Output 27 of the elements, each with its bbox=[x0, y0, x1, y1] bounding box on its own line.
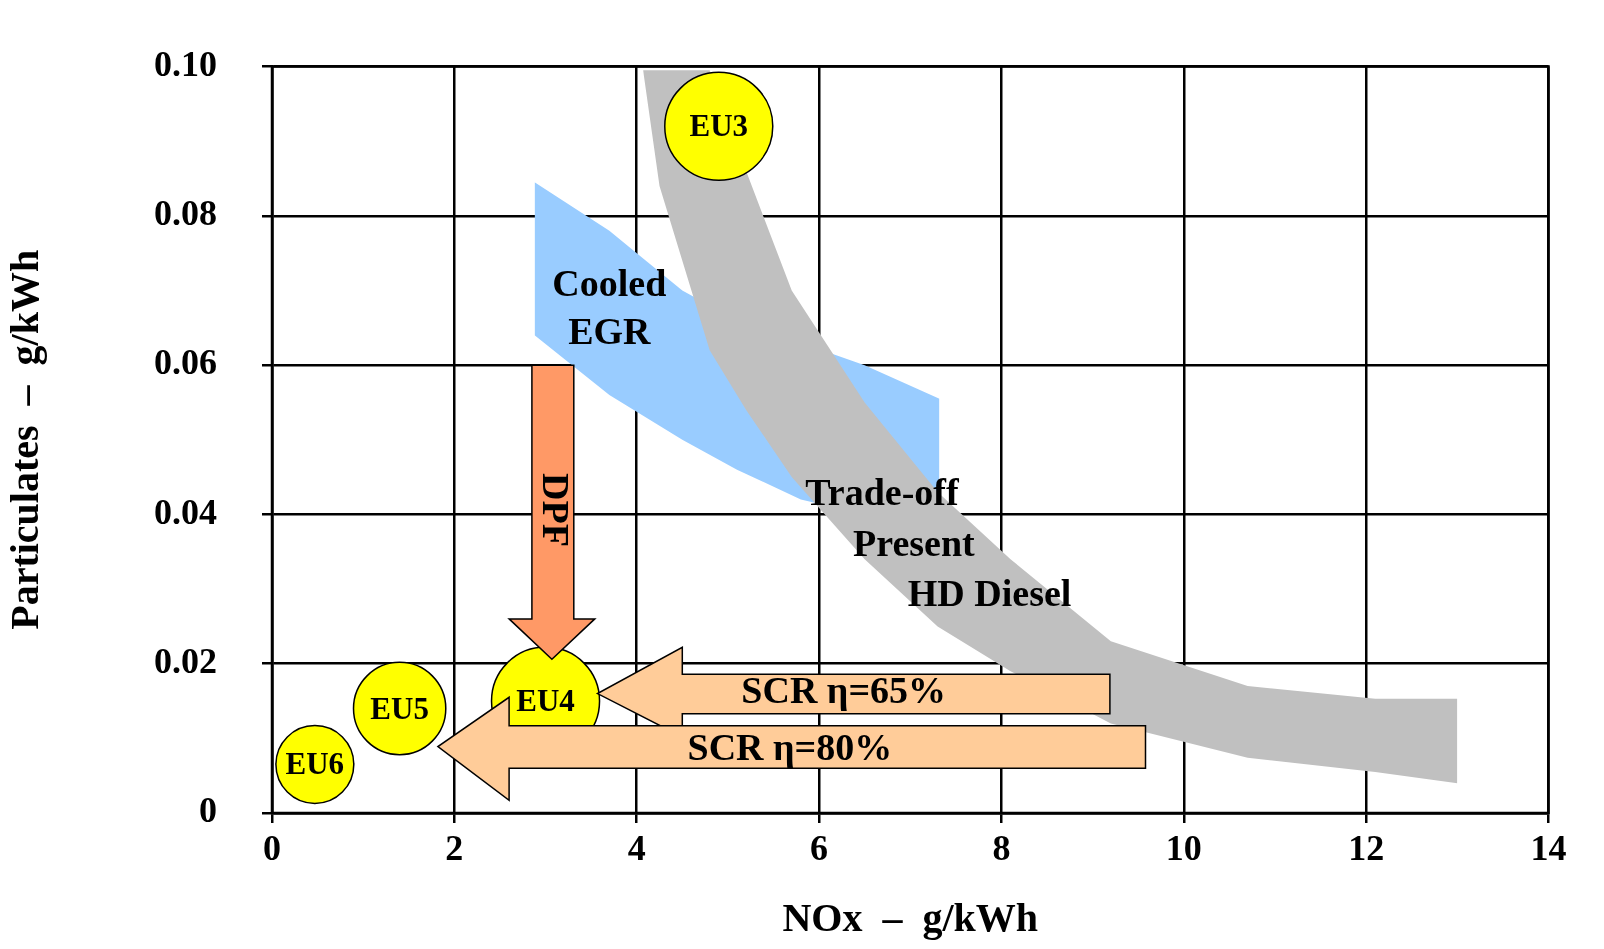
annotation: EU6 bbox=[285, 745, 345, 784]
annotation: HD Diesel bbox=[907, 570, 1072, 616]
y-tick-label: 0.04 bbox=[154, 491, 217, 532]
x-tick-label: 2 bbox=[445, 827, 464, 868]
annotation: DPF bbox=[533, 473, 578, 547]
annotation: SCR η=65% bbox=[741, 667, 947, 713]
x-tick-label: 8 bbox=[992, 827, 1011, 868]
annotation: EU5 bbox=[370, 689, 429, 728]
y-tick-label: 0.10 bbox=[154, 43, 217, 84]
x-tick-label: 0 bbox=[263, 827, 281, 868]
x-tick-label: 4 bbox=[627, 827, 646, 868]
y-axis-title: Particulates – g/kWh bbox=[2, 249, 48, 630]
y-tick-label: 0.06 bbox=[154, 342, 217, 383]
annotation: SCR η=80% bbox=[687, 725, 893, 771]
x-tick-label: 10 bbox=[1165, 827, 1202, 868]
y-tick-label: 0.02 bbox=[154, 641, 217, 682]
x-tick-label: 12 bbox=[1348, 827, 1385, 868]
x-axis-title: NOx – g/kWh bbox=[782, 895, 1039, 941]
annotation: Cooled EGR bbox=[552, 260, 667, 353]
x-tick-label: 6 bbox=[810, 827, 829, 868]
y-tick-label: 0.08 bbox=[154, 193, 217, 234]
annotation: Trade-off bbox=[805, 470, 959, 516]
annotation: Present bbox=[853, 520, 975, 566]
y-tick-label: 0 bbox=[199, 790, 217, 831]
annotation: EU4 bbox=[516, 681, 575, 720]
x-tick-label: 14 bbox=[1530, 827, 1567, 868]
annotation: EU3 bbox=[689, 106, 749, 145]
